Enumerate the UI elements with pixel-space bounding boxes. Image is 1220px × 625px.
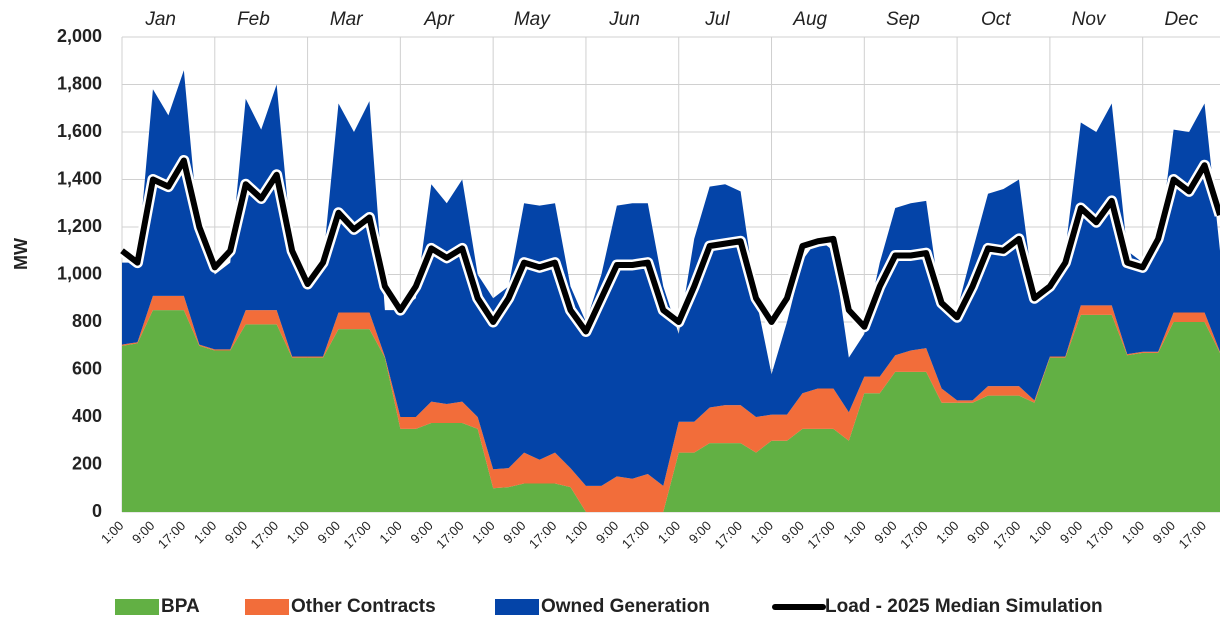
y-tick-label: 400 bbox=[72, 406, 102, 426]
x-tick-label: 1:00 bbox=[469, 518, 498, 547]
y-tick-label: 800 bbox=[72, 311, 102, 331]
y-tick-label: 1,800 bbox=[57, 73, 102, 93]
x-tick-label: 17:00 bbox=[990, 518, 1024, 552]
month-label: Feb bbox=[237, 9, 270, 30]
month-label: Jul bbox=[704, 9, 730, 30]
y-tick-label: 600 bbox=[72, 358, 102, 378]
x-tick-label: 9:00 bbox=[407, 518, 436, 547]
legend-swatch bbox=[495, 599, 539, 615]
x-tick-label: 17:00 bbox=[1175, 518, 1209, 552]
x-tick-label: 17:00 bbox=[340, 518, 374, 552]
x-tick-label: 1:00 bbox=[562, 518, 591, 547]
x-tick-label: 9:00 bbox=[871, 518, 900, 547]
x-tick-label: 1:00 bbox=[191, 518, 220, 547]
y-tick-label: 2,000 bbox=[57, 26, 102, 46]
x-tick-label: 17:00 bbox=[433, 518, 467, 552]
x-tick-label: 17:00 bbox=[155, 518, 189, 552]
x-tick-label: 1:00 bbox=[840, 518, 869, 547]
y-tick-label: 0 bbox=[92, 501, 102, 521]
x-tick-label: 1:00 bbox=[376, 518, 405, 547]
x-tick-label: 17:00 bbox=[712, 518, 746, 552]
x-tick-label: 9:00 bbox=[222, 518, 251, 547]
x-tick-label: 17:00 bbox=[526, 518, 560, 552]
x-tick-label: 9:00 bbox=[500, 518, 529, 547]
y-tick-label: 200 bbox=[72, 453, 102, 473]
month-label: Mar bbox=[330, 9, 363, 30]
x-tick-label: 17:00 bbox=[804, 518, 838, 552]
x-tick-label: 9:00 bbox=[129, 518, 158, 547]
month-label: Dec bbox=[1164, 9, 1198, 30]
area bbox=[122, 70, 1220, 486]
legend-label: Owned Generation bbox=[541, 596, 710, 617]
y-tick-label: 1,200 bbox=[57, 216, 102, 236]
month-label: Apr bbox=[423, 9, 454, 30]
y-tick-label: 1,400 bbox=[57, 168, 102, 188]
x-tick-label: 9:00 bbox=[593, 518, 622, 547]
areas bbox=[122, 70, 1220, 512]
lines bbox=[118, 155, 1220, 337]
legend-label: BPA bbox=[161, 596, 200, 617]
month-label: Jun bbox=[608, 9, 640, 30]
month-label: Nov bbox=[1072, 9, 1107, 30]
x-tick-label: 9:00 bbox=[1150, 518, 1179, 547]
x-tick-label: 9:00 bbox=[315, 518, 344, 547]
y-tick-label: 1,600 bbox=[57, 121, 102, 141]
month-label: Sep bbox=[886, 9, 920, 30]
x-tick-label: 17:00 bbox=[897, 518, 931, 552]
x-tick-label: 1:00 bbox=[655, 518, 684, 547]
x-tick-label: 9:00 bbox=[1057, 518, 1086, 547]
x-tick-label: 1:00 bbox=[284, 518, 313, 547]
x-tick-label: 9:00 bbox=[686, 518, 715, 547]
legend-swatch bbox=[115, 599, 159, 615]
x-tick-label: 17:00 bbox=[1083, 518, 1117, 552]
x-tick-label: 1:00 bbox=[1119, 518, 1148, 547]
x-tick-label: 1:00 bbox=[98, 518, 127, 547]
month-label: Aug bbox=[792, 9, 827, 30]
month-label: May bbox=[514, 9, 551, 30]
line bbox=[120, 157, 1220, 335]
y-axis-title: MW bbox=[11, 238, 31, 270]
x-tick-label: 1:00 bbox=[748, 518, 777, 547]
legend-swatch bbox=[245, 599, 289, 615]
x-tick-label: 9:00 bbox=[964, 518, 993, 547]
legend-label: Load - 2025 Median Simulation bbox=[825, 596, 1103, 617]
area bbox=[122, 310, 1220, 512]
x-tick-label: 1:00 bbox=[1026, 518, 1055, 547]
x-tick-label: 9:00 bbox=[778, 518, 807, 547]
x-tick-label: 1:00 bbox=[933, 518, 962, 547]
y-tick-label: 1,000 bbox=[57, 263, 102, 283]
month-label: Jan bbox=[144, 9, 176, 30]
legend-label: Other Contracts bbox=[291, 596, 436, 617]
x-tick-label: 17:00 bbox=[619, 518, 653, 552]
x-tick-label: 17:00 bbox=[248, 518, 282, 552]
area bbox=[122, 295, 1220, 512]
month-label: Oct bbox=[981, 9, 1011, 30]
